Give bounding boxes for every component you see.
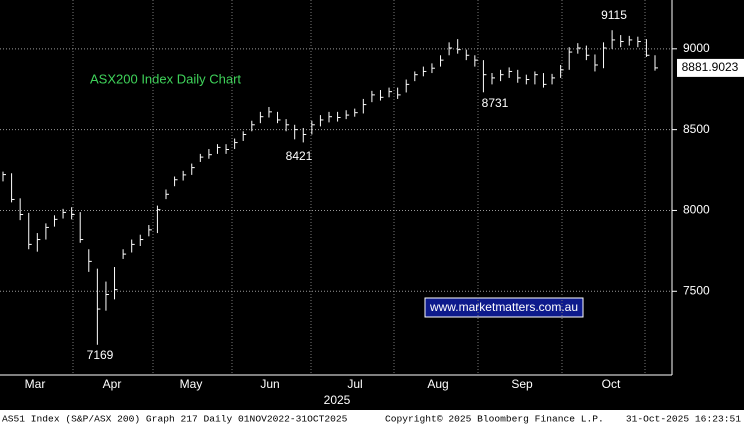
- x-tick-label: Jun: [260, 377, 279, 391]
- x-tick-label: Mar: [25, 377, 46, 391]
- chart-title: ASX200 Index Daily Chart: [90, 71, 241, 86]
- x-tick-label: Oct: [602, 377, 621, 391]
- background: [0, 0, 744, 410]
- last-price-label: 8881.9023: [682, 60, 739, 74]
- x-tick-label: Sep: [511, 377, 533, 391]
- annotation: 7169: [87, 348, 114, 362]
- footer-left: AS51 Index (S&P/ASX 200) Graph 217 Daily…: [2, 414, 348, 425]
- x-tick-label: Jul: [347, 377, 362, 391]
- last-price-box: [677, 58, 744, 77]
- watermark-box: [424, 297, 584, 318]
- footer-right: 31-Oct-2025 16:23:51: [626, 414, 741, 425]
- x-tick-label: May: [180, 377, 203, 391]
- annotation: 8421: [286, 149, 313, 163]
- x-year-label: 2025: [324, 393, 351, 407]
- y-tick-label: 8000: [683, 203, 710, 217]
- x-tick-label: Aug: [427, 377, 448, 391]
- footer-bar: [0, 410, 744, 427]
- x-tick-label: Apr: [103, 377, 122, 391]
- watermark: www.marketmatters.com.au: [429, 300, 578, 314]
- y-tick-label: 9000: [683, 41, 710, 55]
- annotation: 8731: [482, 96, 509, 110]
- y-tick-label: 8500: [683, 122, 710, 136]
- y-tick-label: 7500: [683, 283, 710, 297]
- footer-center: Copyright© 2025 Bloomberg Finance L.P.: [385, 414, 604, 425]
- annotation: 9115: [601, 8, 627, 22]
